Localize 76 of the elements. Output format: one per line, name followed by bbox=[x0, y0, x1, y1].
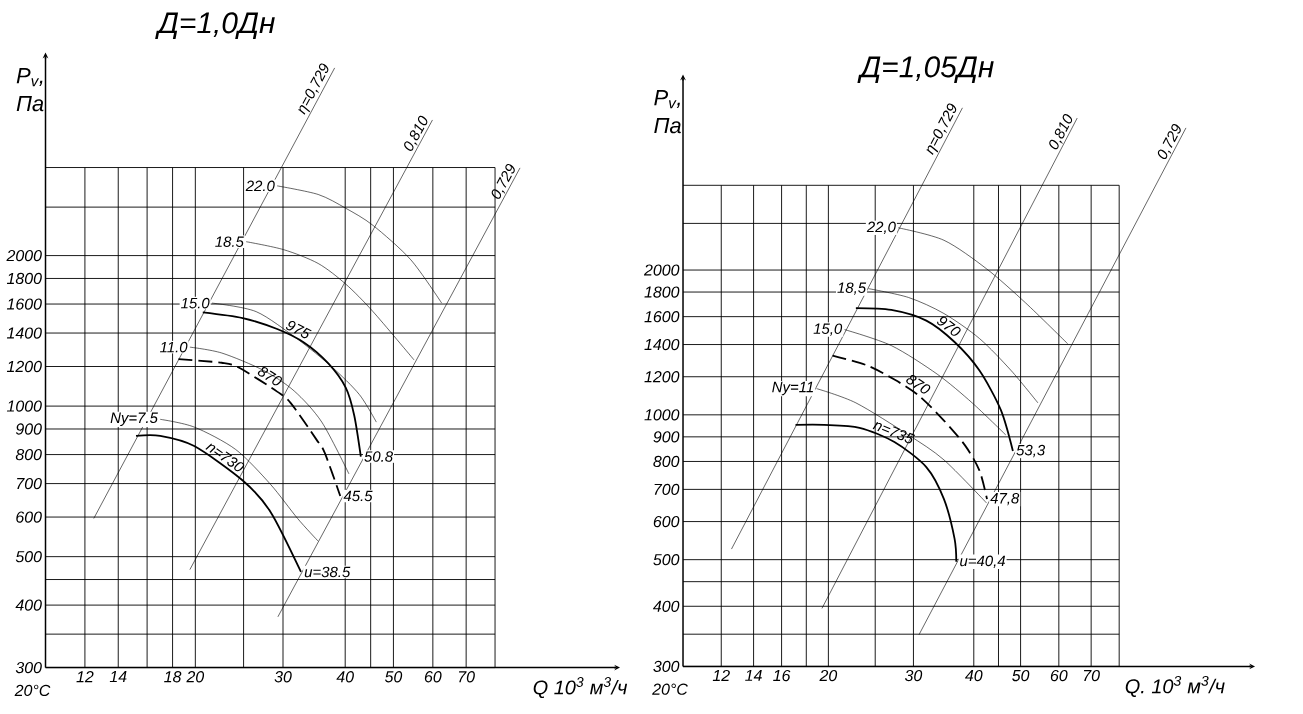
y-tick-label: 500 bbox=[653, 554, 680, 566]
x-tick-label: 30 bbox=[904, 669, 923, 682]
x-tick-label: 16 bbox=[773, 669, 791, 682]
y-tick-label: 1600 bbox=[6, 298, 42, 310]
y-axis-title: P$_{v}$, Па bbox=[16, 68, 44, 112]
y-tick-label: 900 bbox=[15, 423, 42, 435]
x-tick-label: 60 bbox=[1050, 669, 1068, 682]
y-tick-label: 800 bbox=[15, 448, 42, 461]
y-tick-label: 1600 bbox=[644, 311, 680, 323]
x-tick-label: 14 bbox=[109, 671, 127, 683]
annotation: u=40,4 bbox=[960, 555, 1006, 568]
annotation: 53,3 bbox=[1016, 444, 1046, 458]
annotation: 50.8 bbox=[364, 451, 394, 462]
x-tick-label: 70 bbox=[1083, 669, 1100, 682]
x-tick-label: 20 bbox=[186, 671, 205, 683]
text: 970 bbox=[937, 316, 961, 336]
text: 975 bbox=[286, 320, 312, 339]
annotation: 47,8 bbox=[990, 492, 1020, 506]
x-tick-label: 60 bbox=[424, 671, 442, 683]
x-tick-label: 70 bbox=[458, 671, 475, 683]
y-tick-label: 1400 bbox=[6, 327, 42, 339]
x-tick-label: 20 bbox=[819, 669, 838, 682]
x-tick-label: 18 bbox=[164, 671, 182, 683]
text: 870 bbox=[257, 367, 283, 386]
y-tick-label: 700 bbox=[17, 477, 42, 490]
series-label: 15.0 bbox=[181, 297, 210, 309]
series-label: 11.0 bbox=[159, 341, 188, 353]
x-axis-title: Q 10$^{3}$ м$^{3}$/ч bbox=[533, 677, 628, 699]
text: 0,810 bbox=[404, 115, 428, 151]
y-tick-label: 300 bbox=[653, 660, 680, 673]
chart-title: Д=1,0Дн bbox=[155, 12, 275, 40]
text: n=735 bbox=[872, 422, 916, 444]
y-tick-label: 500 bbox=[15, 551, 42, 563]
y-tick-label: 2000 bbox=[643, 264, 680, 276]
x-tick-label: 40 bbox=[336, 671, 354, 683]
x-axis-title: Q. 10$^{3}$ м$^{3}$/ч bbox=[1125, 675, 1225, 697]
series-label: 22,0 bbox=[866, 221, 896, 234]
text: 20°C bbox=[652, 683, 688, 695]
text: 0,810 bbox=[1049, 114, 1073, 150]
y-axis-title: P$_{v}$, Па bbox=[654, 90, 681, 134]
y-tick-label: 900 bbox=[653, 431, 680, 443]
y-tick-label: 1000 bbox=[6, 400, 42, 412]
text: 870 bbox=[906, 374, 931, 394]
series-label: 18.5 bbox=[215, 236, 244, 247]
y-tick-label: 1000 bbox=[644, 409, 680, 421]
y-tick-label: 2000 bbox=[6, 249, 42, 262]
y-tick-label: 1400 bbox=[644, 338, 680, 351]
y-tick-label: 600 bbox=[16, 511, 42, 523]
x-tick-label: 12 bbox=[76, 671, 94, 683]
x-tick-label: 12 bbox=[712, 669, 730, 682]
y-tick-label: 800 bbox=[653, 455, 680, 468]
y-tick-label: 400 bbox=[652, 600, 680, 612]
x-tick-label: 14 bbox=[745, 669, 762, 681]
text: 0,729 bbox=[491, 163, 515, 199]
annotation: u=38.5 bbox=[304, 566, 351, 578]
series-label: Ny=11 bbox=[772, 381, 813, 396]
y-tick-label: 300 bbox=[15, 661, 42, 674]
series-label: 18,5 bbox=[837, 282, 867, 295]
x-tick-label: 50 bbox=[384, 671, 403, 683]
series-label: 22.0 bbox=[245, 180, 275, 192]
y-tick-label: 1200 bbox=[6, 360, 42, 373]
x-tick-label: 50 bbox=[1012, 669, 1030, 682]
chart-title: Д=1,05Дн bbox=[857, 56, 994, 84]
text: 0,729 bbox=[1157, 124, 1181, 160]
y-tick-label: 600 bbox=[653, 515, 680, 528]
text: 20°C bbox=[14, 684, 51, 697]
y-tick-label: 400 bbox=[15, 599, 42, 611]
annotation: 45.5 bbox=[343, 490, 373, 502]
x-tick-label: 40 bbox=[965, 669, 983, 682]
y-tick-label: 1200 bbox=[644, 371, 680, 383]
x-tick-label: 30 bbox=[274, 671, 292, 683]
series-label: 15,0 bbox=[813, 323, 843, 336]
series-label: Ny=7.5 bbox=[110, 412, 158, 426]
y-tick-label: 700 bbox=[654, 483, 680, 496]
y-tick-label: 1800 bbox=[6, 272, 42, 285]
y-tick-label: 1800 bbox=[644, 286, 680, 298]
